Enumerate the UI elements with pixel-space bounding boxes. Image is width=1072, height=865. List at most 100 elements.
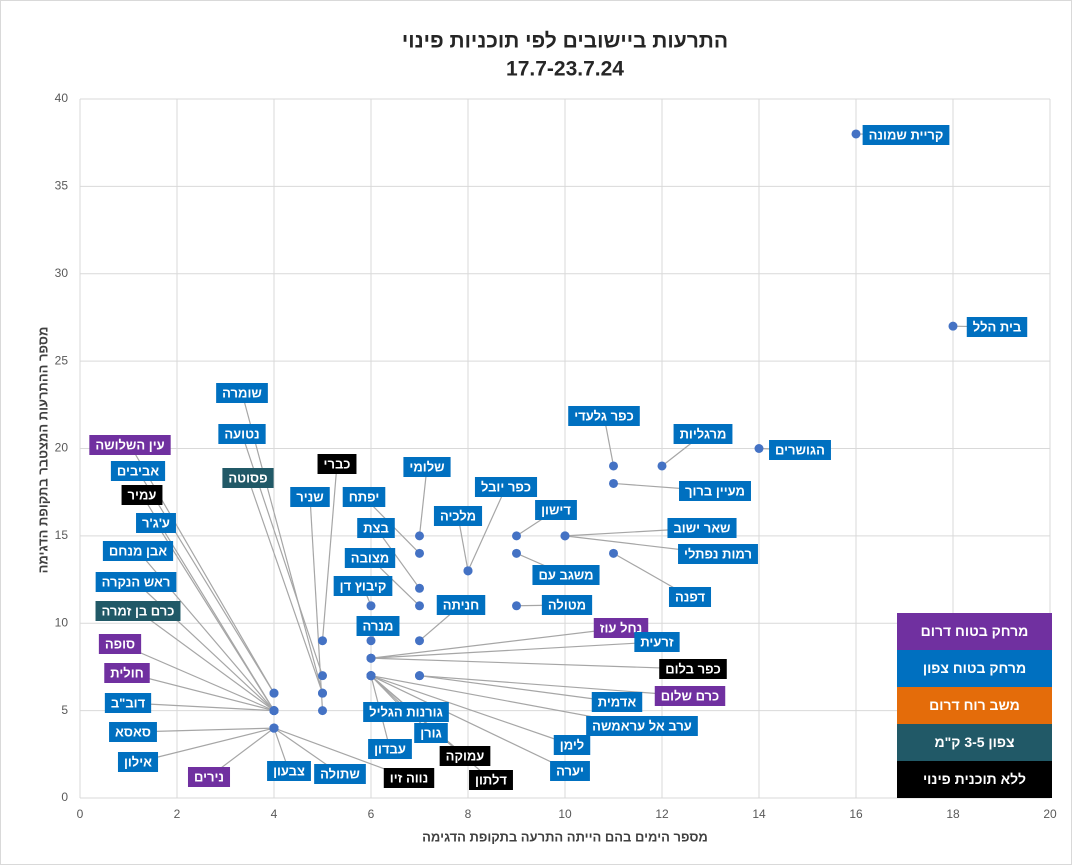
- label-text: יפתח: [349, 489, 380, 504]
- label-text: ע'ג'ר: [142, 515, 170, 530]
- label-box: [314, 764, 366, 784]
- label-box: [541, 595, 593, 615]
- point-label: צבעון: [267, 761, 311, 781]
- x-tick-label: 16: [849, 807, 863, 821]
- label-text: דלתון: [475, 772, 507, 787]
- point-label: שלומי: [403, 457, 451, 477]
- label-text: סופה: [105, 636, 135, 651]
- point-label: סופה: [98, 634, 142, 654]
- leader-line: [370, 657, 694, 670]
- y-tick-label: 15: [55, 528, 69, 542]
- label-box: [267, 761, 311, 781]
- label-box: [357, 518, 395, 538]
- leader-line: [119, 643, 275, 712]
- label-box: [317, 454, 357, 474]
- label-text: אביבים: [117, 463, 159, 478]
- point-label: יערה: [550, 761, 590, 781]
- label-text: נווה זיו: [390, 770, 428, 785]
- point-label: מלכיה: [433, 506, 483, 526]
- label-text: כברי: [324, 456, 351, 471]
- label-box: [98, 634, 142, 654]
- point-label: מרגליות: [673, 424, 733, 444]
- label-box: [966, 317, 1028, 337]
- x-tick-label: 8: [465, 807, 472, 821]
- point-label: עבדון: [368, 739, 412, 759]
- label-box: [634, 632, 680, 652]
- label-text: בצת: [363, 520, 389, 535]
- x-tick-label: 2: [174, 807, 181, 821]
- data-point: [366, 671, 376, 681]
- y-tick-label: 35: [55, 179, 69, 193]
- label-box: [290, 487, 330, 507]
- leader-line: [137, 727, 275, 763]
- label-text: סאסא: [115, 724, 151, 739]
- point-label: ראש הנקרה: [95, 572, 177, 592]
- label-text: אילון: [124, 754, 152, 769]
- label-text: כפר גלעדי: [574, 408, 634, 423]
- y-tick-label: 5: [61, 703, 68, 717]
- label-box: [550, 761, 590, 781]
- label-box: [553, 735, 591, 755]
- label-box: [104, 693, 152, 713]
- data-point: [609, 478, 618, 488]
- point-label: קיבוץ דן: [333, 576, 393, 596]
- x-tick-label: 6: [368, 807, 375, 821]
- point-label: שאר ישוב: [667, 518, 737, 538]
- label-box: [89, 435, 171, 455]
- data-point: [512, 548, 521, 558]
- label-text: חולית: [110, 665, 143, 680]
- label-text: מרגליות: [680, 426, 727, 441]
- data-point: [609, 548, 618, 558]
- label-text: כפר יובל: [481, 479, 531, 494]
- label-text: עין השלושה: [95, 437, 164, 452]
- leader-line: [418, 466, 428, 536]
- label-box: [383, 768, 435, 788]
- label-text: קריית שמונה: [869, 127, 944, 142]
- leader-line: [370, 675, 573, 746]
- data-point: [366, 636, 376, 646]
- point-label: גורנות הגליל: [363, 702, 449, 722]
- point-label: דוב"ב: [104, 693, 152, 713]
- y-tick-label: 0: [61, 790, 68, 804]
- point-label: כפר גלעדי: [568, 406, 640, 426]
- label-box: [109, 722, 157, 742]
- data-point: [318, 688, 327, 698]
- point-label: מצובה: [344, 548, 396, 568]
- label-box: [414, 723, 448, 743]
- leader-line: [370, 627, 622, 659]
- leader-line: [137, 470, 275, 694]
- label-box: [363, 702, 449, 722]
- label-box: [673, 424, 733, 444]
- label-box: [187, 767, 231, 787]
- data-point: [560, 531, 570, 541]
- y-tick-label: 10: [55, 615, 69, 629]
- point-label: נירים: [187, 767, 231, 787]
- data-point: [851, 129, 861, 139]
- data-point: [609, 461, 618, 471]
- data-point: [269, 706, 279, 716]
- label-box: [667, 518, 737, 538]
- y-tick-label: 30: [55, 266, 69, 280]
- label-box: [104, 663, 150, 683]
- label-box: [439, 746, 491, 766]
- point-label: דפנה: [668, 587, 712, 607]
- point-label: שומרה: [216, 383, 268, 403]
- point-label: גורן: [414, 723, 448, 743]
- label-box: [333, 576, 393, 596]
- label-box: [222, 468, 274, 488]
- data-point: [269, 688, 279, 698]
- label-text: עבדון: [374, 741, 406, 756]
- point-label: כפר בלום: [659, 659, 727, 679]
- label-text: מטולה: [548, 597, 586, 612]
- point-label: מנרה: [356, 616, 400, 636]
- label-box: [433, 506, 483, 526]
- label-box: [679, 481, 751, 501]
- label-box: [368, 739, 412, 759]
- point-label: רמות נפתלי: [678, 544, 758, 564]
- label-box: [136, 513, 176, 533]
- x-tick-label: 20: [1043, 807, 1057, 821]
- leader-line: [247, 477, 324, 694]
- label-text: זרעית: [640, 634, 674, 649]
- data-point: [366, 601, 376, 611]
- x-tick-label: 12: [655, 807, 669, 821]
